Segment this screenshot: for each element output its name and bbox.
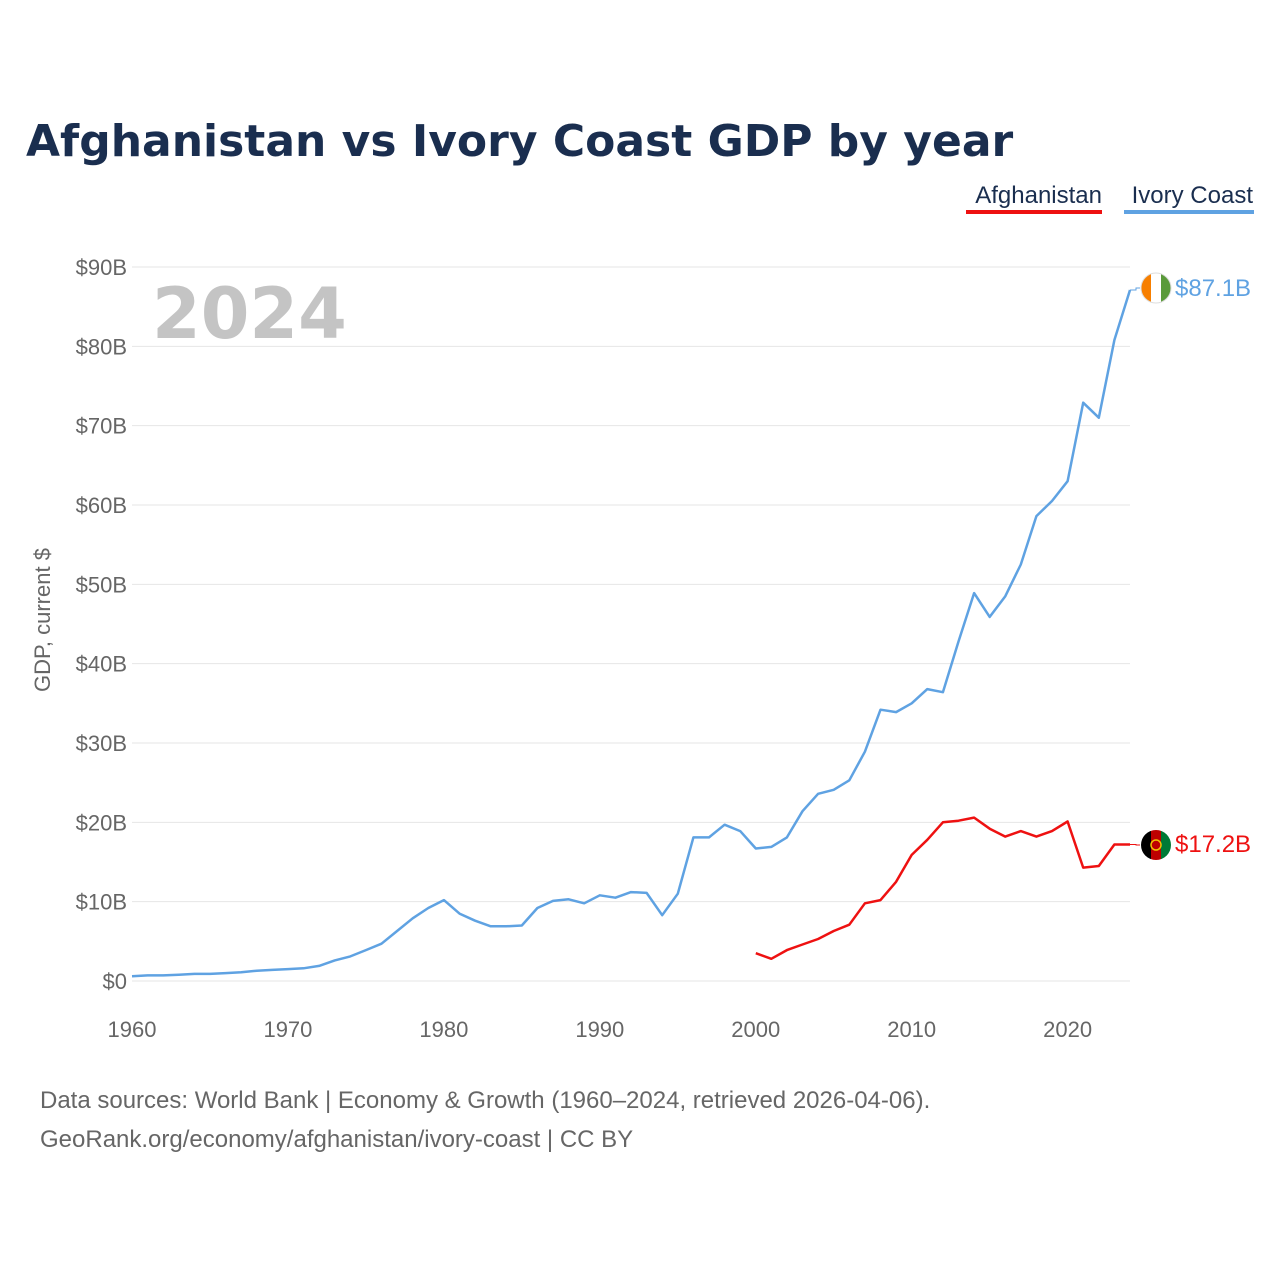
x-tick-label: 1960	[108, 1017, 157, 1042]
x-tick-label: 1980	[419, 1017, 468, 1042]
x-tick-label: 1970	[263, 1017, 312, 1042]
series-layer	[131, 287, 1140, 978]
ivory-coast-end-connector	[1130, 287, 1140, 291]
legend-afghanistan[interactable]: Afghanistan	[975, 182, 1102, 209]
y-tick-label: $30B	[76, 731, 127, 756]
afghanistan-series-line[interactable]	[755, 816, 1130, 961]
chart-title: Afghanistan vs Ivory Coast GDP by year	[26, 116, 1014, 167]
x-tick-label: 2010	[887, 1017, 936, 1042]
x-tick-label: 2000	[731, 1017, 780, 1042]
x-tick-label: 2020	[1043, 1017, 1092, 1042]
y-tick-label: $40B	[76, 652, 127, 677]
y-axis-label: GDP, current $	[30, 548, 55, 692]
y-tick-label: $80B	[76, 334, 127, 359]
legend-ivory-coast[interactable]: Ivory Coast	[1132, 182, 1254, 209]
ivory-coast-flag-icon	[1141, 273, 1171, 303]
ivory-coast-end-value: $87.1B	[1175, 275, 1251, 302]
y-axis: $0 $10B $20B $30B $40B $50B $60B $70B $80B $90B	[76, 255, 127, 994]
legend-ivory-coast-swatch	[1124, 210, 1254, 214]
y-tick-label: $50B	[76, 572, 127, 597]
ivory-coast-series-line[interactable]	[131, 289, 1132, 978]
url-line[interactable]: GeoRank.org/economy/afghanistan/ivory-co…	[40, 1126, 633, 1153]
y-tick-label: $0	[103, 969, 127, 994]
gridlines	[132, 266, 1130, 982]
source-line: Data sources: World Bank | Economy & Gro…	[40, 1087, 930, 1114]
afghanistan-end-marker: $17.2B	[1141, 830, 1251, 860]
afghanistan-flag-icon	[1141, 830, 1171, 860]
x-tick-label: 1990	[575, 1017, 624, 1042]
ivory-coast-end-marker: $87.1B	[1140, 272, 1251, 304]
y-tick-label: $60B	[76, 493, 127, 518]
y-tick-label: $90B	[76, 255, 127, 280]
legend: Afghanistan Ivory Coast	[966, 182, 1254, 214]
y-tick-label: $70B	[76, 414, 127, 439]
y-tick-label: $20B	[76, 810, 127, 835]
x-axis: 1960 1970 1980 1990 2000 2010 2020	[108, 1017, 1093, 1042]
legend-afghanistan-swatch	[966, 210, 1102, 214]
afghanistan-end-value: $17.2B	[1175, 831, 1251, 858]
current-year-label: 2024	[152, 273, 347, 355]
y-tick-label: $10B	[76, 890, 127, 915]
